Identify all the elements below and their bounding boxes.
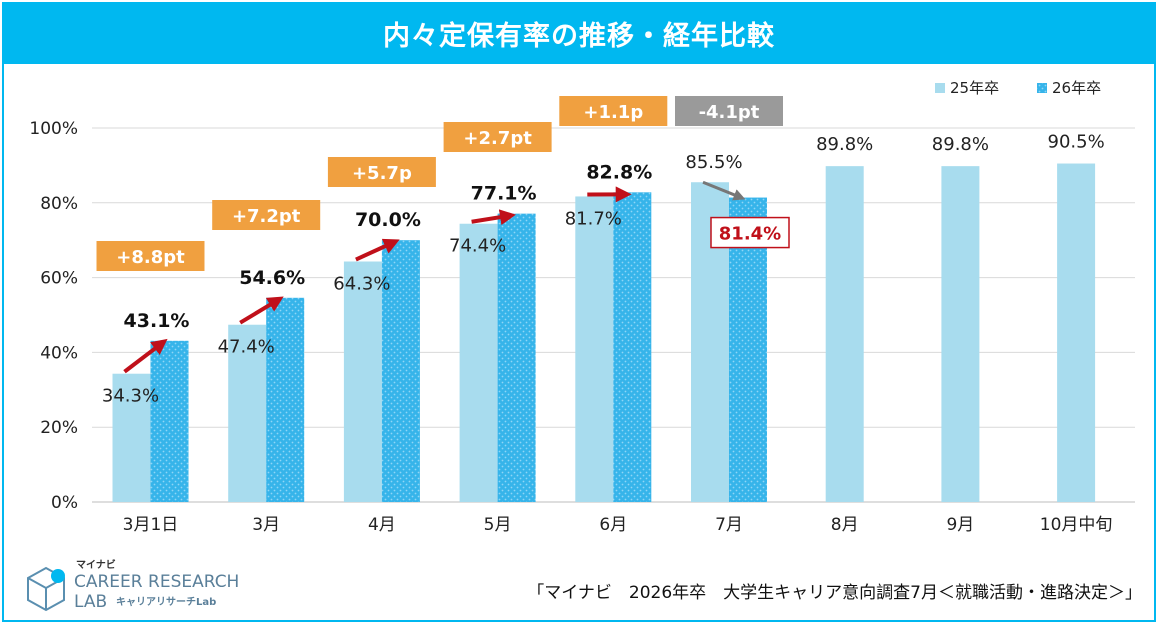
bar-25 bbox=[112, 373, 151, 502]
legend-swatch bbox=[935, 83, 945, 93]
bar-26 bbox=[150, 340, 189, 502]
diff-callout-label: +1.1p bbox=[583, 102, 643, 123]
decrease-arrow bbox=[702, 180, 746, 201]
logo-lab: LAB bbox=[74, 592, 107, 612]
logo-career-research: CAREER RESEARCH bbox=[74, 572, 239, 592]
diff-callout-label: -4.1pt bbox=[699, 102, 760, 123]
data-label-25: 47.4% bbox=[218, 337, 275, 358]
career-research-lab-logo: マイナビ CAREER RESEARCH LAB キャリアリサーチLab bbox=[18, 556, 248, 614]
cube-logo-icon bbox=[27, 566, 65, 612]
data-label-26: 82.8% bbox=[586, 161, 652, 183]
data-label-25: 34.3% bbox=[102, 386, 159, 407]
y-tick-label: 40% bbox=[40, 343, 78, 363]
diff-callout bbox=[96, 241, 205, 271]
diff-callout bbox=[675, 96, 783, 126]
data-label-25: 89.8% bbox=[932, 134, 989, 155]
x-tick-label: 8月 bbox=[831, 515, 859, 535]
x-tick-label: 9月 bbox=[946, 515, 974, 535]
data-label-25: 90.5% bbox=[1048, 132, 1105, 153]
logo-subtitle: キャリアリサーチLab bbox=[116, 596, 216, 608]
data-label-25: 81.7% bbox=[565, 208, 622, 229]
x-tick-label: 5月 bbox=[484, 515, 512, 535]
legend-label: 26年卒 bbox=[1052, 79, 1101, 97]
diff-callout bbox=[559, 96, 668, 126]
bar-26 bbox=[497, 213, 536, 502]
logo-brand: マイナビ bbox=[76, 558, 116, 571]
bar-26 bbox=[266, 297, 305, 502]
legend-swatch bbox=[1037, 83, 1047, 93]
diff-callout-label: +2.7pt bbox=[463, 128, 532, 149]
x-tick-label: 3月1日 bbox=[123, 515, 179, 535]
y-tick-label: 100% bbox=[29, 119, 78, 139]
increase-arrow bbox=[471, 209, 516, 226]
x-tick-label: 6月 bbox=[599, 515, 627, 535]
legend-label: 25年卒 bbox=[950, 79, 999, 97]
diff-callout bbox=[212, 200, 321, 230]
increase-arrow bbox=[123, 338, 168, 374]
data-label-26: 70.0% bbox=[355, 209, 421, 231]
y-tick-label: 80% bbox=[40, 194, 78, 214]
x-tick-label: 3月 bbox=[252, 515, 280, 535]
diff-callout bbox=[443, 122, 552, 152]
y-tick-label: 0% bbox=[51, 493, 78, 513]
bar-25 bbox=[228, 324, 267, 502]
x-tick-label: 7月 bbox=[715, 515, 743, 535]
bar-25 bbox=[459, 223, 498, 502]
chart-title: 内々定保有率の推移・経年比較 bbox=[2, 2, 1156, 64]
bar-25 bbox=[941, 166, 980, 502]
increase-arrow bbox=[355, 238, 400, 262]
data-label-25: 74.4% bbox=[449, 236, 506, 257]
bar-26 bbox=[613, 192, 652, 502]
data-label-26: 81.4% bbox=[719, 224, 781, 245]
data-label-25: 64.3% bbox=[333, 274, 390, 295]
diff-callout-label: +8.8pt bbox=[116, 247, 185, 268]
y-tick-label: 60% bbox=[40, 269, 78, 289]
diff-callout-label: +5.7p bbox=[352, 163, 412, 184]
y-tick-label: 20% bbox=[40, 418, 78, 438]
diff-callout-label: +7.2pt bbox=[232, 206, 301, 227]
diff-callout bbox=[327, 157, 436, 187]
data-label-26: 43.1% bbox=[124, 310, 190, 332]
bar-26 bbox=[381, 240, 420, 502]
bar-25 bbox=[1057, 163, 1096, 502]
bar-25 bbox=[343, 261, 382, 502]
bar-25 bbox=[575, 196, 614, 502]
data-label-26: 54.6% bbox=[239, 267, 305, 289]
data-label-26: 77.1% bbox=[471, 183, 537, 205]
x-tick-label: 4月 bbox=[368, 515, 396, 535]
bar-25 bbox=[825, 166, 864, 502]
source-note: 「マイナビ 2026年卒 大学生キャリア意向調査7月＜就職活動・進路決定＞」 bbox=[527, 583, 1142, 603]
data-label-box bbox=[710, 216, 790, 249]
data-label-25: 85.5% bbox=[685, 152, 742, 173]
increase-arrow bbox=[239, 296, 284, 325]
data-label-25: 89.8% bbox=[816, 134, 873, 155]
x-tick-label: 10月中旬 bbox=[1040, 515, 1113, 535]
